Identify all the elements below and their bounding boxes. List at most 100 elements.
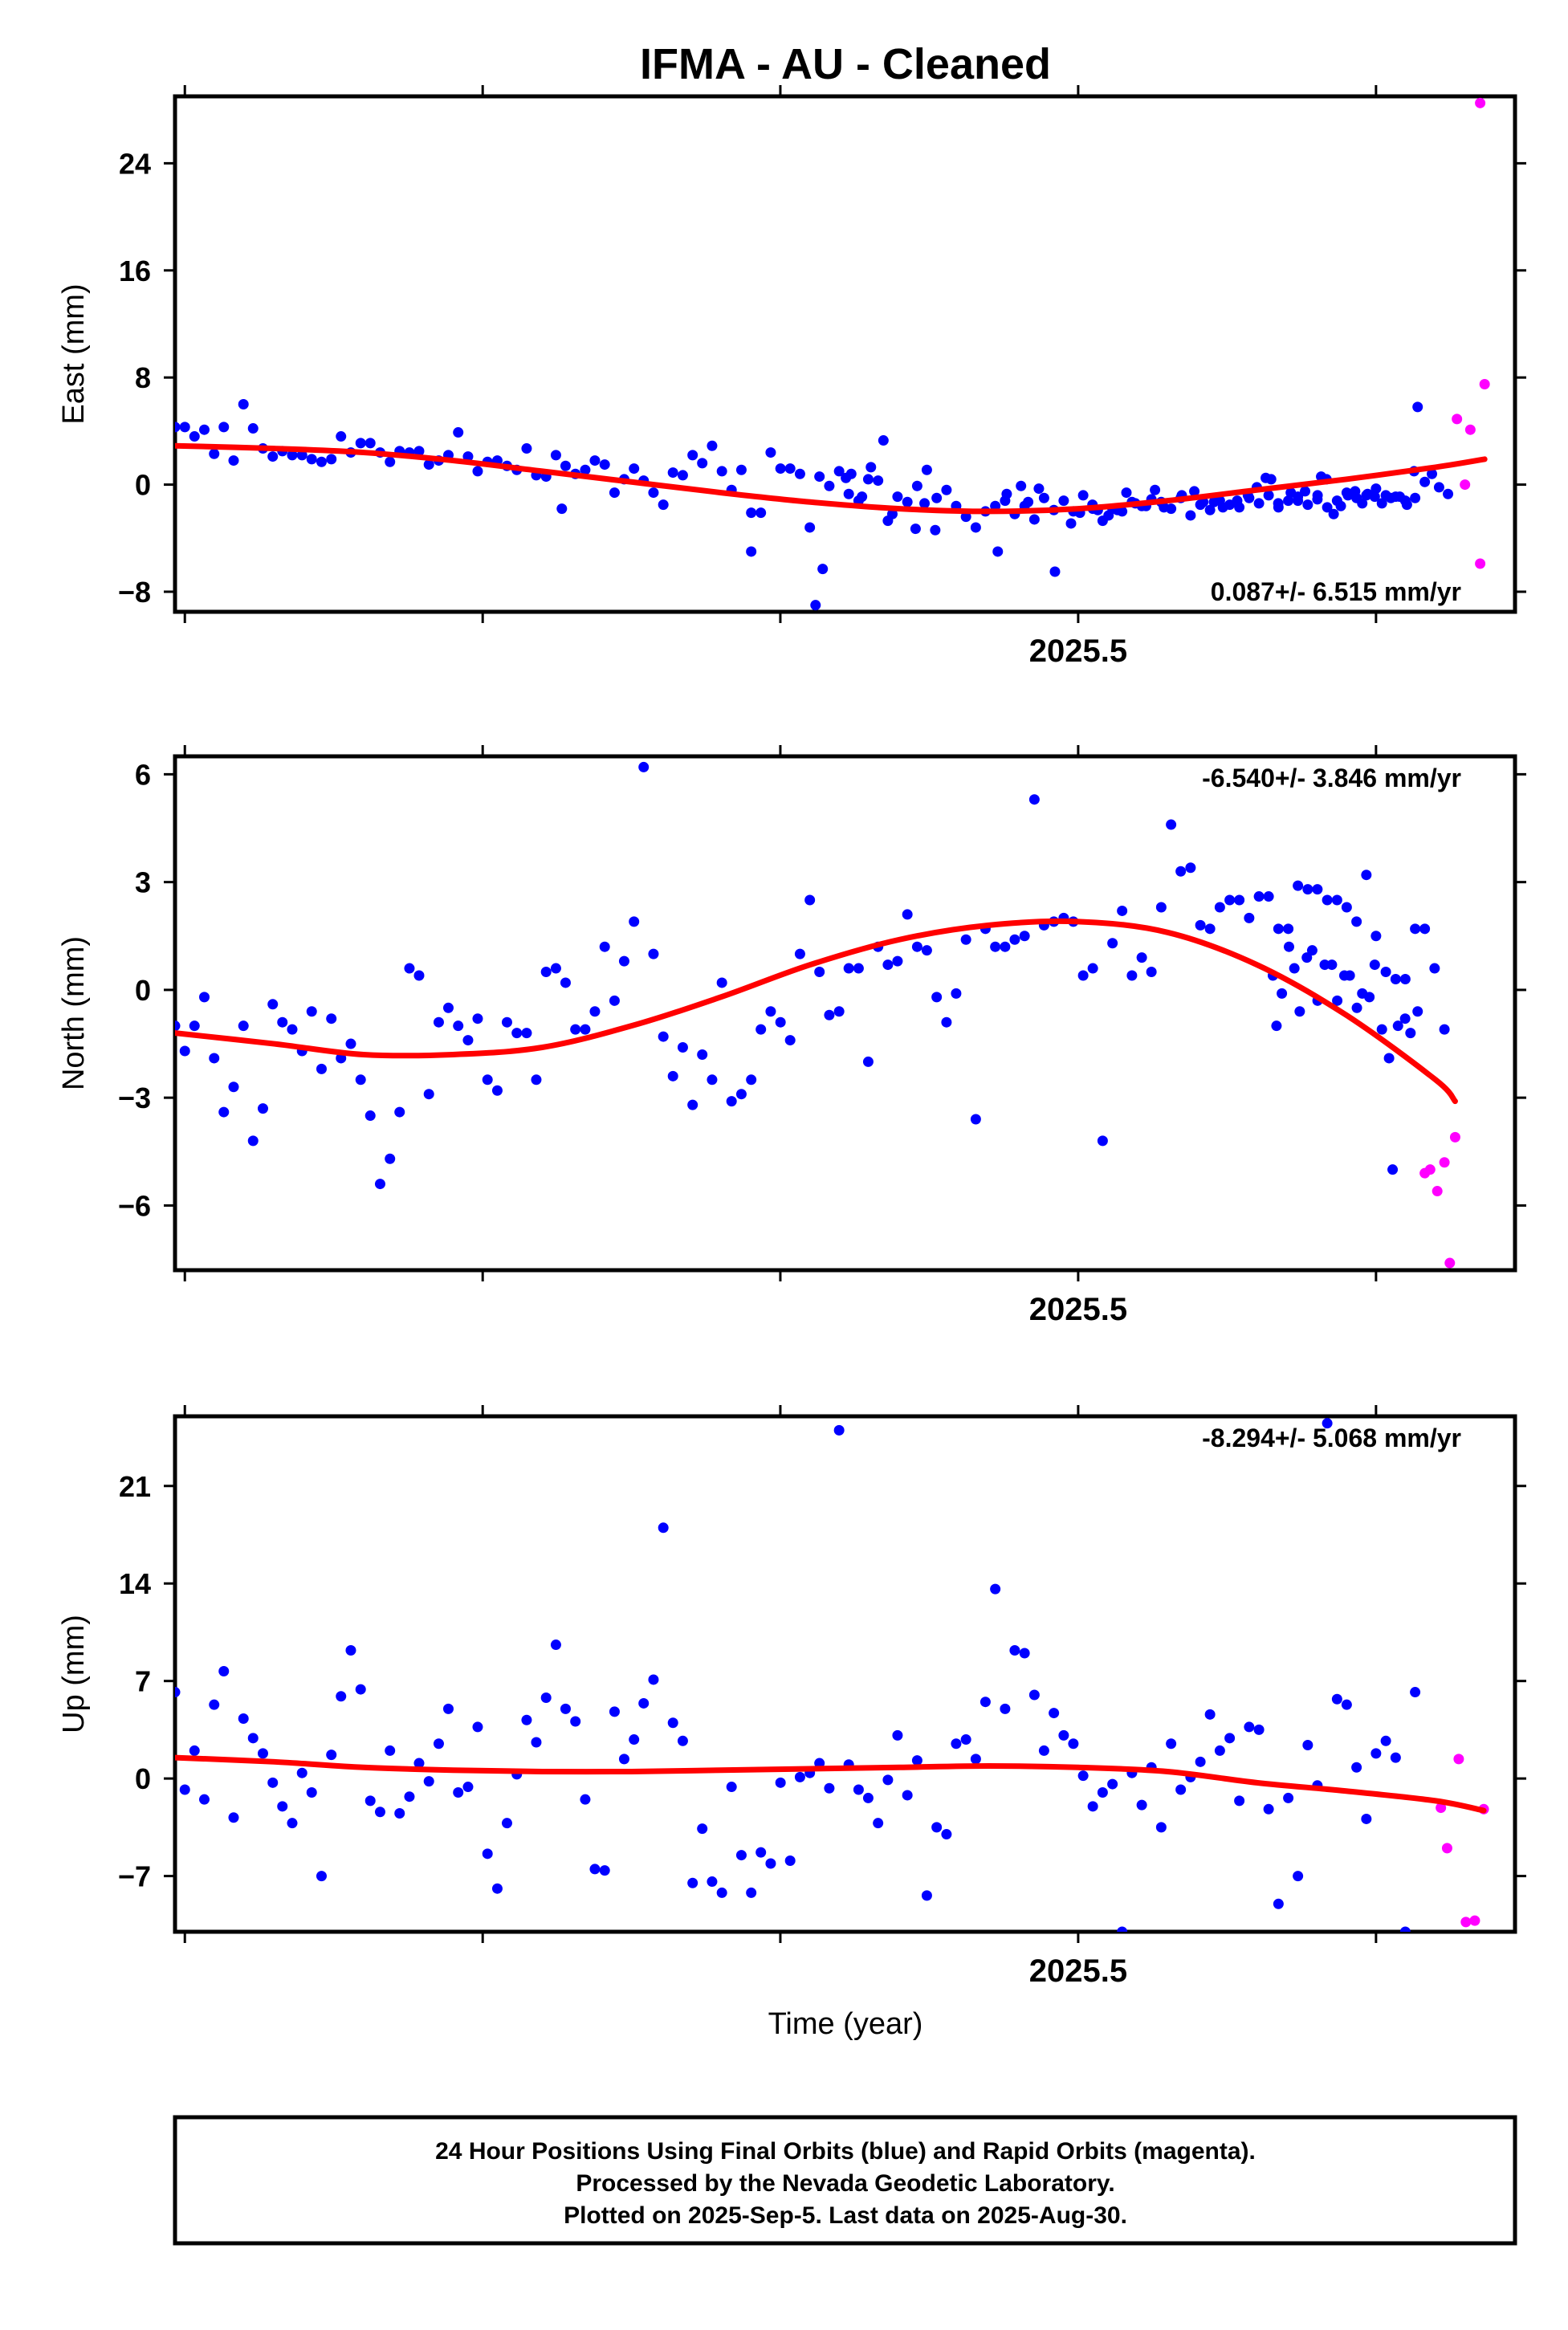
point-final-north (1399, 1013, 1411, 1024)
rate-label-up: -8.294+/- 5.068 mm/yr (1202, 1424, 1461, 1452)
point-final-up (990, 1583, 1001, 1595)
point-final-up (658, 1522, 669, 1534)
point-final-north (442, 1002, 454, 1013)
point-final-east (902, 496, 913, 507)
point-final-north (1214, 902, 1225, 913)
y-tick-label-east: 16 (119, 255, 151, 287)
point-final-up (1038, 1745, 1049, 1756)
fit-curve-up (175, 1754, 1487, 1814)
point-final-east (921, 464, 932, 475)
point-final-north (394, 1106, 405, 1118)
point-final-up (453, 1786, 464, 1798)
point-final-up (482, 1848, 493, 1860)
point-final-up (238, 1713, 249, 1725)
point-final-east (1322, 502, 1333, 513)
point-final-up (413, 1758, 425, 1769)
point-final-east (1302, 499, 1313, 511)
point-final-north (1390, 973, 1401, 984)
point-final-north (1301, 952, 1313, 963)
point-final-north (990, 941, 1001, 952)
point-final-east (1208, 496, 1220, 507)
point-final-up (1028, 1689, 1040, 1701)
point-final-east (1016, 480, 1027, 491)
plot-frame-north (173, 754, 1517, 1273)
point-final-north (1107, 938, 1118, 949)
point-final-east (306, 454, 317, 465)
point-final-up (1087, 1801, 1098, 1812)
point-final-up (892, 1729, 903, 1741)
point-final-east (1159, 502, 1170, 513)
point-final-north (1419, 923, 1431, 935)
point-final-north (287, 1024, 298, 1035)
point-final-east (930, 524, 941, 536)
point-final-east (629, 463, 640, 475)
point-rapid-up (1460, 1917, 1472, 1928)
point-final-up (609, 1706, 620, 1717)
point-final-east (1185, 510, 1196, 521)
point-final-up (365, 1795, 376, 1807)
point-final-up (589, 1864, 601, 1875)
point-final-north (1028, 794, 1040, 805)
point-final-east (845, 468, 857, 479)
point-final-north (843, 963, 854, 974)
point-final-north (765, 1006, 776, 1017)
point-final-east (560, 460, 571, 471)
point-final-north (1351, 916, 1362, 927)
point-final-up (1341, 1699, 1352, 1710)
point-final-east (1065, 518, 1077, 529)
point-final-east (1443, 488, 1454, 499)
point-final-north (1399, 973, 1411, 984)
point-final-north (589, 1006, 601, 1017)
point-rapid-up (1441, 1843, 1452, 1854)
point-final-east (1300, 486, 1311, 497)
point-final-north (1000, 941, 1011, 952)
point-final-up (697, 1823, 708, 1835)
point-final-north (784, 1035, 796, 1046)
point-final-north (433, 1016, 444, 1028)
point-final-east (1427, 468, 1438, 479)
point-final-up (1214, 1745, 1225, 1756)
plot-frame-east (173, 94, 1517, 614)
point-final-east (1335, 500, 1346, 511)
point-final-up (1273, 1898, 1284, 1909)
point-rapid-up (1436, 1802, 1447, 1814)
point-final-east (1263, 490, 1274, 501)
point-final-north (648, 948, 659, 959)
point-final-north (531, 1074, 542, 1086)
point-final-up (1019, 1648, 1030, 1659)
point-final-up (296, 1767, 307, 1778)
point-final-up (1370, 1748, 1382, 1759)
point-final-up (277, 1801, 288, 1812)
point-final-north (1387, 1164, 1399, 1175)
point-final-east (267, 451, 279, 462)
point-final-east (179, 422, 190, 433)
point-final-east (589, 455, 601, 466)
point-final-north (247, 1135, 259, 1147)
point-final-up (462, 1782, 474, 1793)
point-final-up (423, 1776, 434, 1787)
point-final-east (472, 466, 483, 477)
data-points-east (175, 97, 1490, 611)
point-final-north (726, 1096, 737, 1107)
point-final-up (1399, 1926, 1411, 1932)
point-final-up (716, 1887, 727, 1898)
point-final-up (746, 1887, 757, 1898)
point-final-up (853, 1784, 864, 1795)
point-final-north (833, 1006, 845, 1017)
point-final-north (238, 1020, 249, 1032)
fit-curve-north (175, 918, 1458, 1105)
point-final-up (833, 1424, 845, 1436)
point-final-up (882, 1774, 894, 1786)
point-final-up (677, 1735, 688, 1746)
point-final-up (472, 1721, 483, 1733)
point-final-north (1380, 967, 1391, 978)
point-final-east (843, 488, 854, 499)
point-final-east (355, 438, 366, 449)
point-final-up (501, 1818, 512, 1829)
point-final-up (921, 1890, 932, 1901)
point-final-north (1155, 902, 1167, 913)
point-final-east (817, 564, 829, 575)
footer-line-3: Plotted on 2025-Sep-5. Last data on 2025… (564, 2202, 1127, 2229)
point-final-north (209, 1053, 220, 1064)
